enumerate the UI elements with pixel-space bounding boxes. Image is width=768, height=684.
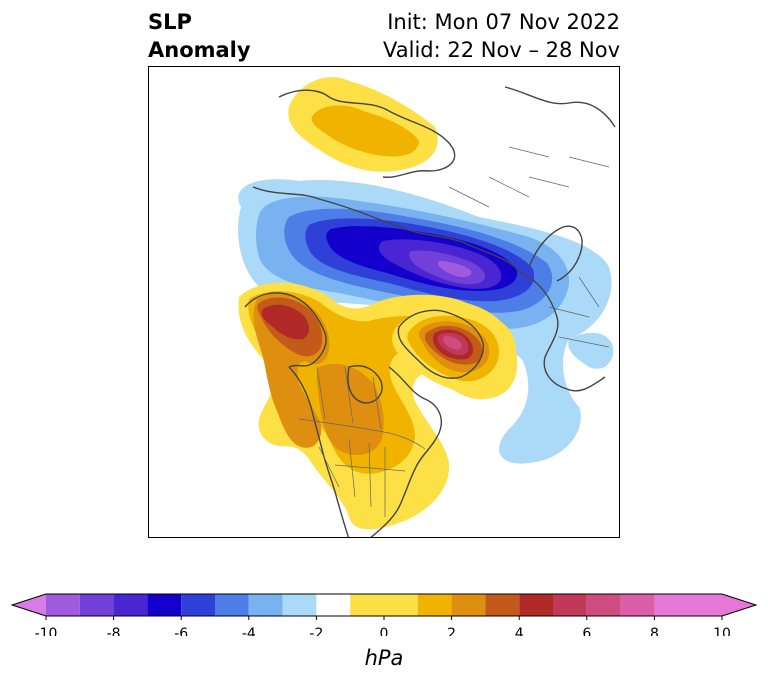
colorbar-ticks: -10 -8 -6 -4 -2 0 2 4 6 8 10 xyxy=(35,616,731,636)
title-valid-range: Valid: 22 Nov – 28 Nov xyxy=(383,38,620,62)
colorbar-tick-label: -10 xyxy=(35,626,58,636)
colorbar-segment xyxy=(248,594,283,616)
border-europe xyxy=(528,156,610,348)
contour-pos-gl-7 xyxy=(443,336,462,350)
title-right: Init: Mon 07 Nov 2022 Valid: 22 Nov – 28… xyxy=(383,8,620,64)
coastline-eurasia-north xyxy=(504,86,616,128)
title-variable: SLP xyxy=(148,10,192,34)
anomaly-map xyxy=(238,77,616,537)
colorbar-segment xyxy=(215,594,249,616)
title-init-date: Init: Mon 07 Nov 2022 xyxy=(387,10,620,34)
coastline-arctic-russia xyxy=(252,186,522,274)
colorbar-segment xyxy=(654,594,756,616)
colorbar-tick-label: 4 xyxy=(515,626,524,636)
colorbar-segment xyxy=(181,594,215,616)
coastline-europe xyxy=(520,272,606,392)
colorbar-tick-label: 10 xyxy=(713,626,731,636)
colorbar-segment xyxy=(282,594,317,616)
contour-neg-8 xyxy=(437,261,472,278)
colorbar-tick-label: 2 xyxy=(447,626,456,636)
colorbar-segment xyxy=(417,594,452,616)
colorbar-segment xyxy=(12,594,46,616)
colorbar-segment xyxy=(147,594,182,616)
colorbar-tick-label: -8 xyxy=(107,626,121,636)
negative-anomaly-arctic xyxy=(238,179,614,464)
coastlines xyxy=(244,86,616,537)
colorbar-segment xyxy=(316,594,351,616)
colorbar-segment xyxy=(113,594,148,616)
colorbar-unit-label: hPa xyxy=(364,646,404,670)
border-russia xyxy=(448,146,550,208)
coastline-alaska xyxy=(244,292,327,368)
colorbar: -10 -8 -6 -4 -2 0 2 4 6 8 10 xyxy=(10,593,758,636)
contour-pos-ak-5 xyxy=(261,304,309,340)
contour-pos-sib-2 xyxy=(311,105,419,157)
border-us-states-1 xyxy=(318,438,406,517)
border-usa-canada xyxy=(298,418,426,450)
colorbar-segment xyxy=(451,594,486,616)
coastline-siberia xyxy=(278,89,456,178)
colorbar-tick-label: -6 xyxy=(174,626,188,636)
coastline-greenland xyxy=(397,309,484,379)
colorbar-segment xyxy=(553,594,587,616)
colorbar-segment xyxy=(519,594,553,616)
contour-neg-atlantic xyxy=(568,332,614,369)
border-canada-provinces xyxy=(316,366,382,430)
coastline-north-america-west xyxy=(288,366,350,537)
colorbar-segment xyxy=(586,594,621,616)
colorbar-segment xyxy=(46,594,80,616)
colorbar-tick-label: 6 xyxy=(582,626,591,636)
coastline-scandinavia xyxy=(528,225,583,282)
colorbar-segment xyxy=(350,594,418,616)
colorbar-tick-label: 0 xyxy=(380,626,389,636)
positive-anomaly-siberia xyxy=(288,77,438,172)
colorbar-segment xyxy=(79,594,114,616)
coastline-hudson-bay xyxy=(347,365,383,404)
contour-pos-ak-3b xyxy=(316,363,384,456)
title-left: SLP Anomaly xyxy=(148,8,251,64)
map-panel xyxy=(148,66,620,538)
colorbar-tick-label: 8 xyxy=(650,626,659,636)
political-borders xyxy=(298,146,610,517)
coastline-north-america-east xyxy=(370,366,443,537)
title-variable-anomaly: Anomaly xyxy=(148,38,251,62)
colorbar-tick-label: -4 xyxy=(242,626,256,636)
colorbar-segment xyxy=(620,594,655,616)
colorbar-segments xyxy=(10,593,758,617)
colorbar-tick-label: -2 xyxy=(309,626,323,636)
colorbar-segment xyxy=(485,594,520,616)
